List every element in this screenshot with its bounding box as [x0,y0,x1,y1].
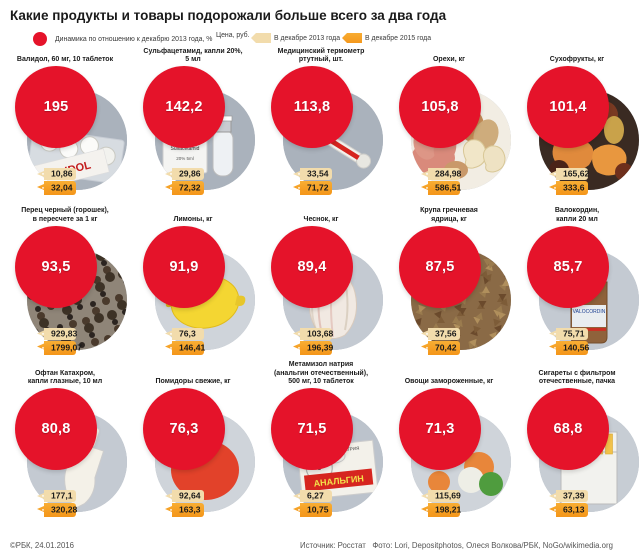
svg-text:VALOCORDIN: VALOCORDIN [573,309,606,315]
svg-text:20% 5ml: 20% 5ml [176,156,194,161]
